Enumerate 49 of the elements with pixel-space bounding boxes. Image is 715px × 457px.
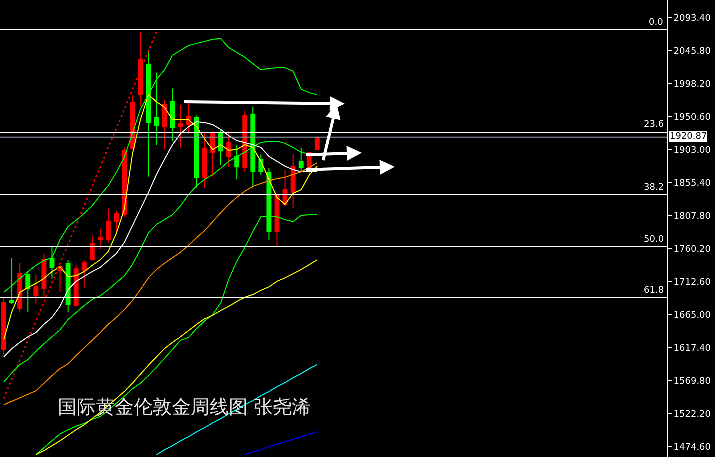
y-tick-label: 1903.00	[674, 146, 712, 156]
line-series	[4, 94, 318, 340]
candlestick	[82, 260, 87, 288]
candlestick	[290, 154, 296, 209]
line-series	[244, 432, 318, 456]
y-tick-label: 2045.80	[674, 46, 712, 57]
y-tick-label: 2093.40	[674, 14, 712, 24]
candlestick	[98, 228, 103, 250]
candlestick	[58, 264, 63, 294]
candlestick	[298, 147, 304, 174]
candlestick	[34, 274, 39, 304]
line-series	[36, 260, 318, 456]
candlestick	[18, 263, 23, 314]
candlestick	[2, 297, 6, 356]
candlestick	[74, 265, 79, 308]
annotation: 23.6	[644, 120, 664, 130]
y-tick-label: 1569.80	[674, 377, 712, 388]
y-tick-label: 1807.80	[674, 212, 712, 222]
candlestick	[202, 132, 208, 188]
annotation: 0.0	[649, 18, 664, 28]
y-tick-label: 1760.20	[674, 244, 712, 255]
y-tick-label: 1950.60	[674, 112, 712, 123]
candlestick	[90, 235, 95, 262]
candlestick	[170, 88, 176, 142]
candlestick	[106, 208, 111, 244]
y-tick-label: 1712.60	[674, 278, 712, 288]
candlestick	[66, 260, 71, 313]
y-tick-label: 1855.40	[674, 178, 712, 189]
candlestick	[226, 131, 232, 168]
candlestick	[234, 145, 240, 180]
annotation: 38.2	[644, 183, 664, 193]
candlestick	[114, 211, 119, 234]
y-tick-label: 1522.20	[674, 410, 712, 420]
candlestick	[42, 254, 47, 298]
ref-line-label: 1920.87	[670, 132, 708, 142]
y-tick-label: 1665.00	[674, 310, 712, 321]
candlestick	[50, 246, 55, 280]
candlestick	[314, 136, 320, 151]
y-tick-label: 1998.20	[674, 80, 712, 90]
y-tick-label: 1474.60	[674, 443, 712, 454]
candlestick	[154, 72, 160, 146]
candlestick	[146, 49, 152, 178]
y-tick-label: 1617.40	[674, 344, 712, 354]
candlestick	[162, 99, 168, 150]
line-series	[3, 31, 158, 400]
candlestick	[186, 102, 192, 136]
annotation: 50.0	[644, 235, 664, 245]
annotation: 61.8	[644, 286, 664, 296]
candlestick	[178, 104, 184, 148]
